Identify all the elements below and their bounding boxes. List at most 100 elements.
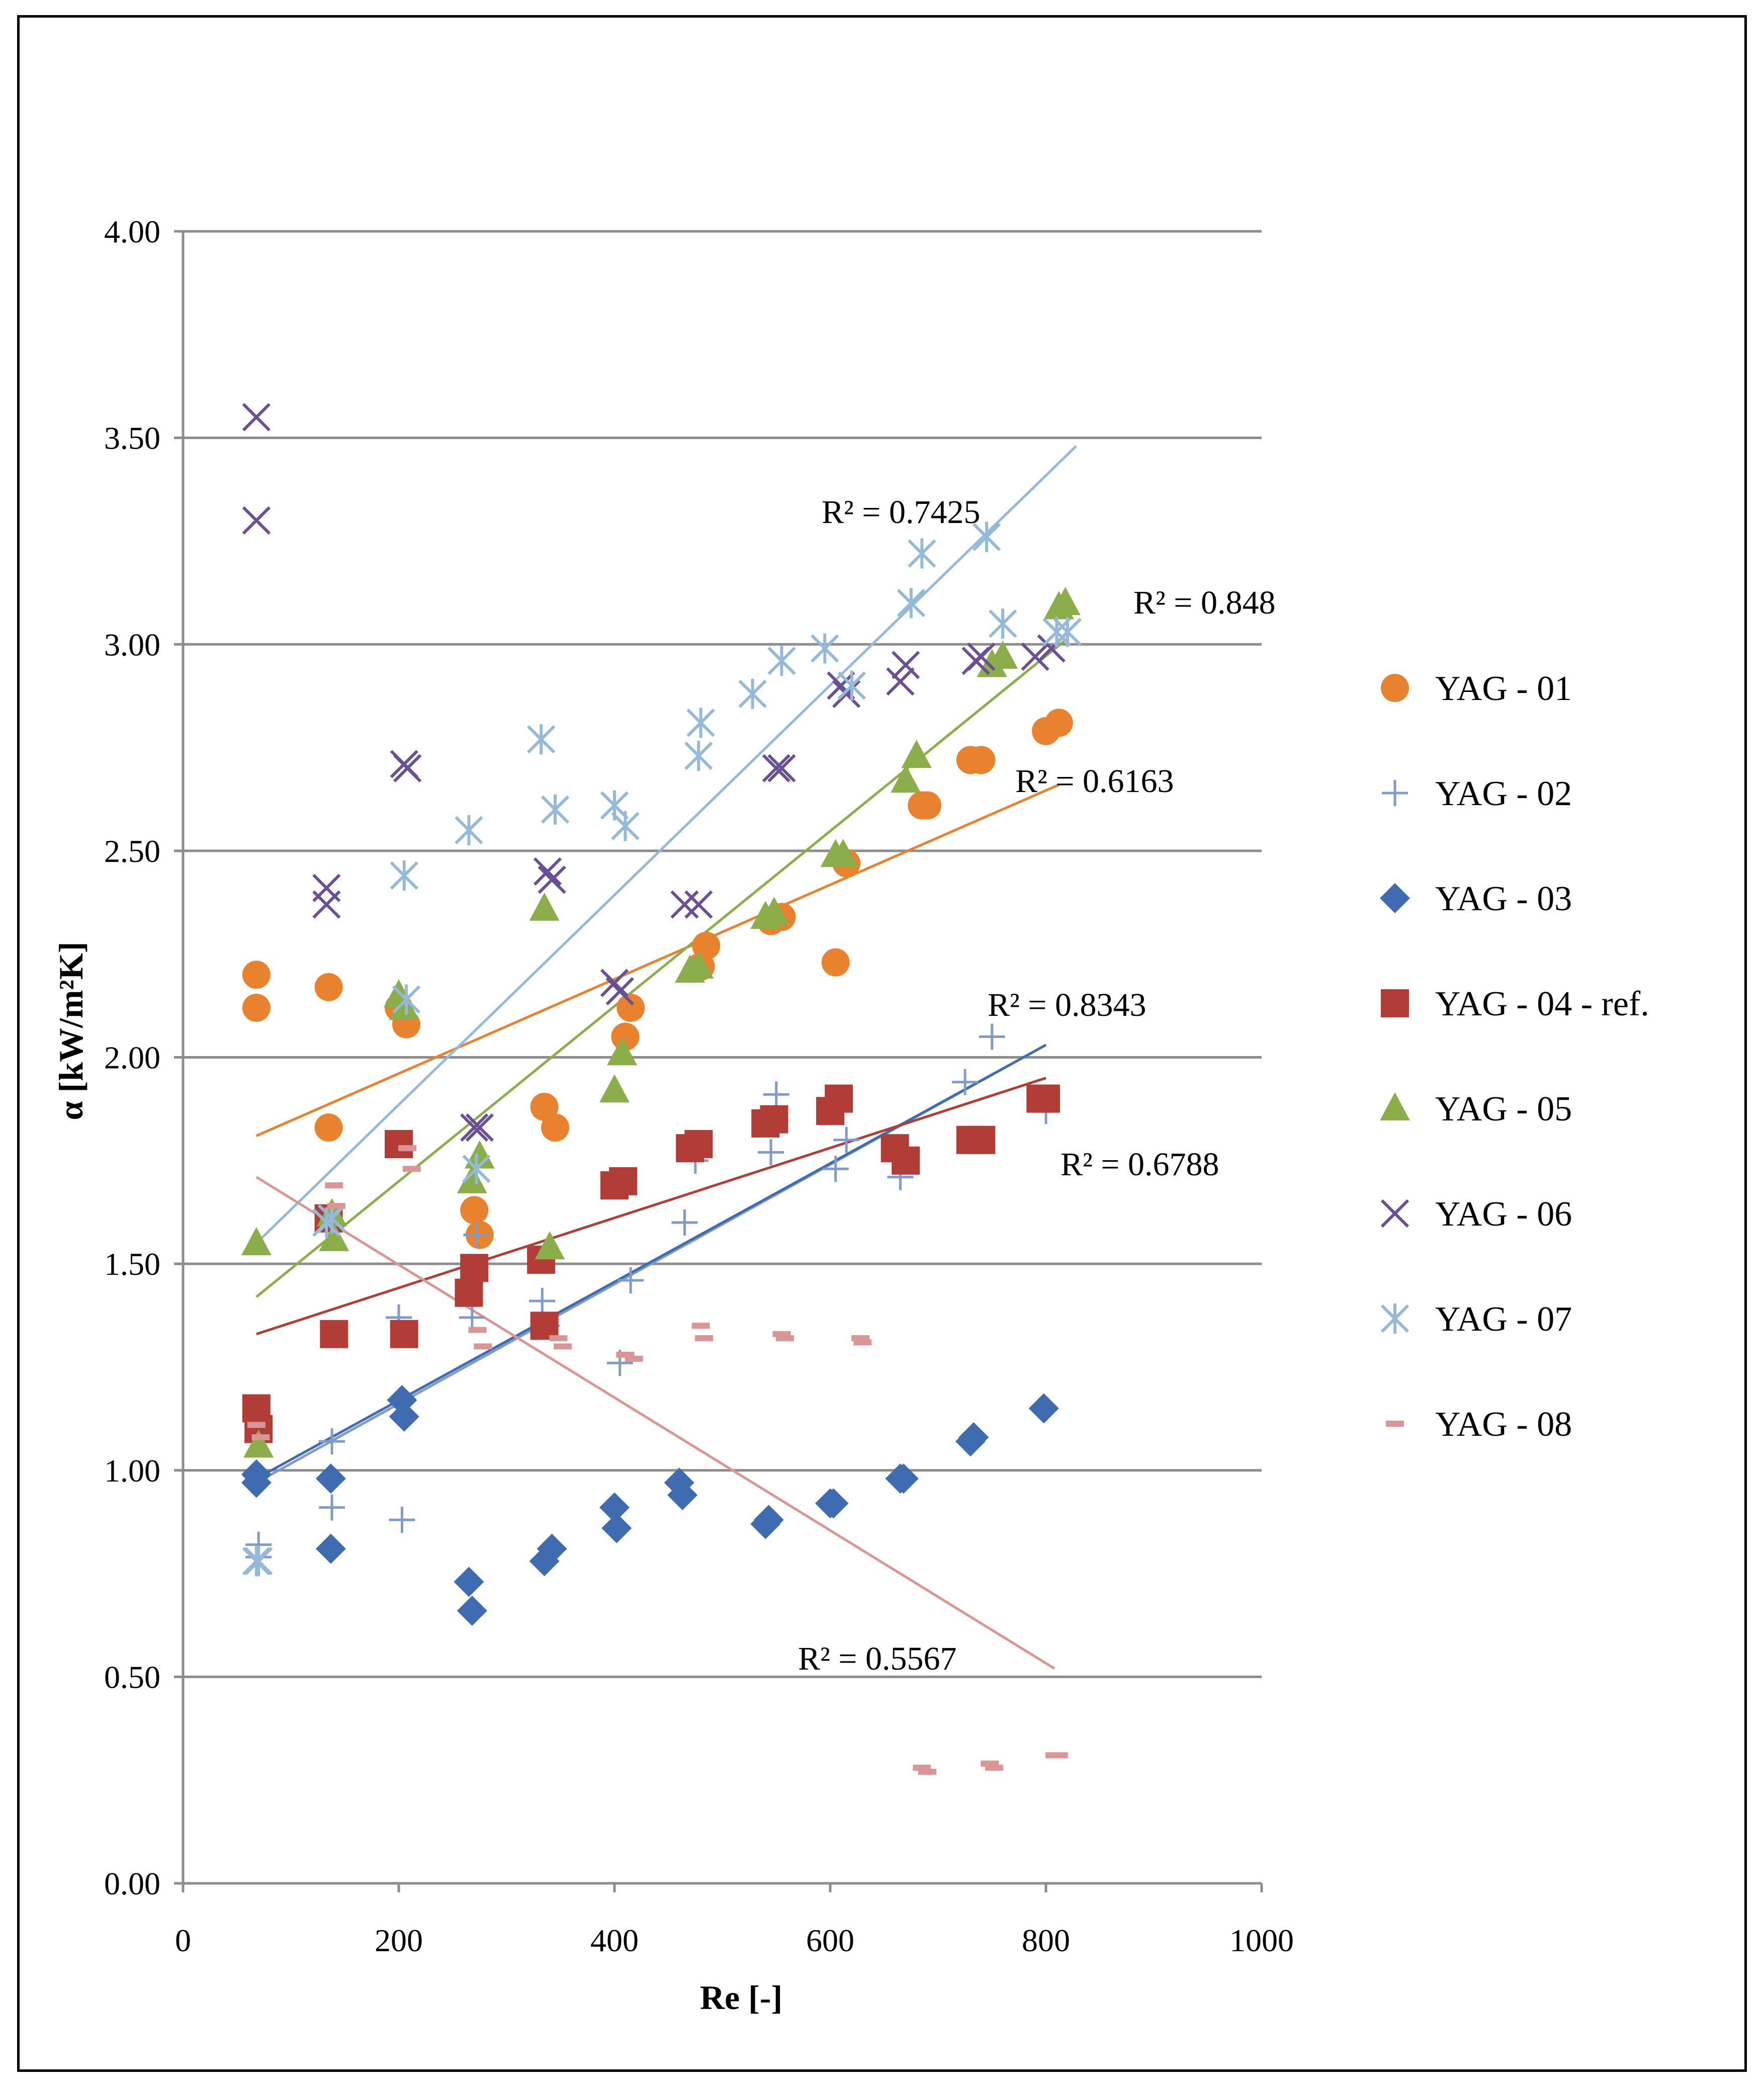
legend-marker [1380,1092,1410,1120]
data-point [242,506,271,535]
legend-label: YAG - 06 [1435,1195,1572,1234]
trendline [255,445,1077,1244]
data-point [537,1533,567,1564]
data-point [312,890,341,919]
point-layer [241,403,1082,1775]
data-point [390,860,418,891]
data-point [242,993,271,1022]
data-point [1044,709,1073,737]
y-tick-label: 4.00 [104,214,160,249]
data-point [1050,587,1081,616]
trend-layer [255,445,1077,1670]
axis-layer: 0.00 0.50 1.00 1.50 2.00 2.50 3.00 3.50 4.00 0 200… [104,214,1294,1958]
data-point [325,1182,343,1189]
x-tick-label: 600 [806,1923,854,1958]
data-point [530,1093,559,1121]
data-point [1021,642,1049,671]
legend-label: YAG - 02 [1435,774,1572,813]
data-point [554,1343,572,1350]
r2-label: R² = 0.8343 [988,987,1146,1023]
data-point [1049,1752,1068,1759]
legend-marker [1386,1421,1404,1427]
data-point [759,897,789,925]
y-tick-label: 0.00 [104,1866,160,1901]
data-point [327,1203,345,1209]
trendline [255,784,1060,1137]
data-point [892,1146,920,1175]
data-point [529,892,560,921]
data-point [832,679,861,708]
y-tick-label: 0.50 [104,1659,160,1695]
data-point [901,739,932,768]
data-point [241,1467,272,1498]
data-point [319,1223,349,1251]
data-point [398,1145,417,1152]
data-point [611,811,640,841]
data-point [908,538,936,569]
data-point [468,1327,487,1333]
data-point [738,678,767,709]
data-point [315,1533,346,1564]
data-point [535,1231,565,1260]
data-point [402,1166,421,1172]
y-tick-label: 1.50 [104,1246,160,1282]
data-point [243,1429,274,1458]
data-point [529,1288,556,1315]
data-point [762,754,790,782]
data-point [972,521,1001,552]
legend-entry: YAG - 07 [1380,1300,1572,1339]
data-point [462,1154,491,1184]
scatter-chart: 0.00 0.50 1.00 1.50 2.00 2.50 3.00 3.50 4.00 0 200… [52,214,1649,2017]
legend-marker [1382,780,1408,806]
data-point [600,969,629,997]
legend-marker [1381,989,1409,1017]
data-point [686,708,715,738]
data-point [455,1278,483,1307]
data-point [1053,617,1082,647]
data-point [760,1105,788,1134]
y-axis-title: α [kW/m²K] [52,942,90,1120]
data-point [460,1254,489,1282]
data-point [828,839,858,867]
grid-layer [183,230,1262,1885]
legend-marker [1381,674,1409,702]
data-point [474,1343,492,1350]
data-point [549,1335,568,1341]
data-point [767,646,796,676]
data-point [818,1488,849,1519]
data-point [691,1323,710,1329]
r2-label: R² = 0.7425 [822,494,981,531]
label-layer: R² = 0.6163 R² = 0.8343 R² = 0.6788 R² = 0.… [798,494,1276,1677]
trendline [256,1077,1046,1336]
data-point [457,1595,487,1626]
r2-label: R² = 0.6163 [1015,763,1174,800]
legend-label: YAG - 05 [1435,1090,1572,1128]
data-point [837,670,866,701]
data-point [605,977,634,1006]
data-point [989,608,1017,639]
data-point [599,1492,630,1523]
legend-label: YAG - 08 [1435,1405,1572,1444]
y-tick-label: 3.00 [104,627,160,662]
r2-label: R² = 0.848 [1133,584,1276,621]
data-point [821,948,850,977]
data-point [242,961,271,989]
trendline [255,1176,1055,1670]
legend-label: YAG - 03 [1435,880,1572,918]
data-point [533,857,562,886]
legend-label: YAG - 04 - ref. [1435,985,1649,1023]
data-point [314,1113,343,1142]
data-point [683,950,714,979]
legend-entry: YAG - 05 [1380,1090,1572,1128]
data-point [670,890,699,919]
data-point [463,1222,490,1248]
data-point [684,890,713,919]
data-point [853,1339,872,1346]
r2-label: R² = 0.6788 [1061,1146,1219,1183]
x-tick-label: 1000 [1229,1923,1294,1958]
y-tick-label: 2.50 [104,833,160,869]
data-point [609,1167,638,1195]
data-point [695,1335,714,1341]
data-point [385,1129,413,1158]
legend-entry: YAG - 02 [1382,774,1572,813]
